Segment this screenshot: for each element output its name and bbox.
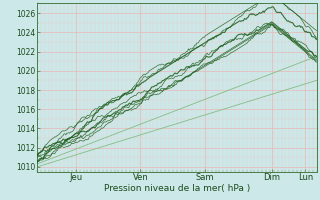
X-axis label: Pression niveau de la mer( hPa ): Pression niveau de la mer( hPa ) xyxy=(104,184,250,193)
